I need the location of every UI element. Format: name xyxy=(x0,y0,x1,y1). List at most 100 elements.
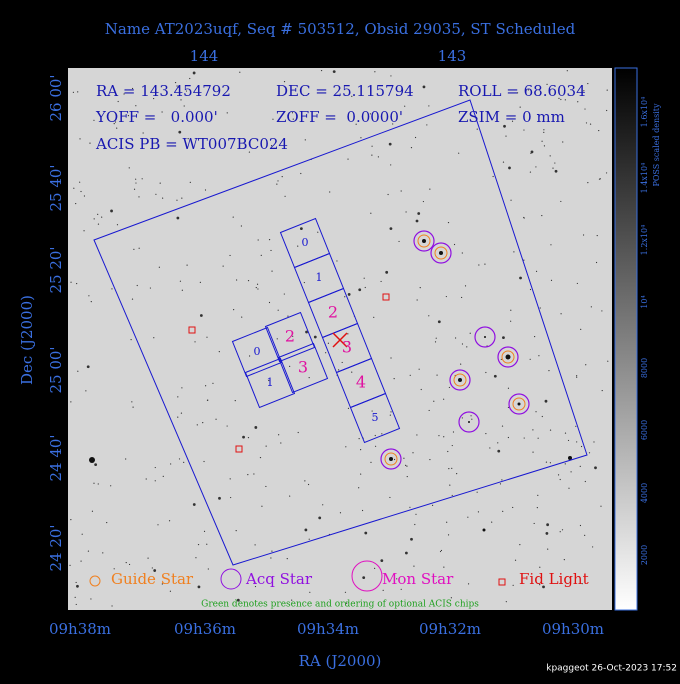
star xyxy=(145,478,147,480)
star xyxy=(346,602,348,604)
star xyxy=(579,524,582,527)
star xyxy=(203,530,206,532)
star xyxy=(147,557,149,559)
star xyxy=(389,457,393,461)
star xyxy=(446,521,448,523)
star xyxy=(587,182,589,184)
star xyxy=(588,452,591,454)
chip-s-label: 1 xyxy=(316,271,323,284)
star xyxy=(69,564,71,566)
star xyxy=(178,86,180,89)
star xyxy=(360,449,362,451)
star xyxy=(276,338,278,340)
star xyxy=(584,534,586,536)
star xyxy=(585,122,588,124)
colorbar-tick: 1.6x10⁴ xyxy=(640,97,649,128)
star xyxy=(229,254,231,257)
star xyxy=(534,335,536,338)
aimpoint xyxy=(332,332,348,348)
star xyxy=(261,505,263,507)
star xyxy=(455,337,457,339)
star xyxy=(460,363,462,365)
star xyxy=(523,217,525,219)
star xyxy=(412,452,414,454)
star xyxy=(79,138,81,140)
star xyxy=(236,598,240,602)
star xyxy=(242,435,245,439)
star xyxy=(106,521,108,524)
star xyxy=(530,152,532,154)
star xyxy=(177,416,179,418)
star xyxy=(437,320,441,324)
star xyxy=(517,402,521,406)
star xyxy=(189,181,191,184)
star xyxy=(422,200,424,203)
star xyxy=(305,330,308,334)
star xyxy=(523,129,525,131)
star xyxy=(254,585,257,588)
star xyxy=(380,559,384,563)
star xyxy=(529,358,531,360)
star xyxy=(400,588,402,590)
star xyxy=(304,480,306,482)
star xyxy=(550,244,552,246)
star xyxy=(431,504,434,506)
star xyxy=(546,83,548,85)
star xyxy=(406,475,408,478)
star xyxy=(580,445,583,448)
star xyxy=(257,288,259,290)
info: ZSIM = 0 mm xyxy=(458,108,565,126)
star xyxy=(235,530,237,532)
x-tick-label: 09h30m xyxy=(542,620,604,638)
fid-lights xyxy=(188,293,390,453)
star xyxy=(559,478,561,481)
star xyxy=(327,342,330,344)
star xyxy=(174,81,177,84)
star xyxy=(592,546,594,548)
star xyxy=(90,598,92,600)
legend-guide: Guide Star xyxy=(111,570,194,588)
star xyxy=(280,442,282,444)
star xyxy=(404,105,406,107)
star xyxy=(429,188,431,190)
star xyxy=(433,400,435,402)
top-tick: 144 xyxy=(190,47,219,65)
star xyxy=(287,315,289,317)
star xyxy=(503,124,506,128)
star xyxy=(87,550,90,552)
star xyxy=(482,528,486,532)
star xyxy=(484,336,486,338)
star xyxy=(204,189,207,191)
x-tick-label: 09h36m xyxy=(174,620,236,638)
star xyxy=(308,377,310,379)
star xyxy=(587,82,589,85)
star xyxy=(97,223,100,225)
star xyxy=(168,520,171,522)
star xyxy=(484,263,486,265)
star xyxy=(414,136,417,139)
star xyxy=(549,155,551,157)
star xyxy=(203,460,205,463)
star xyxy=(83,230,85,232)
star xyxy=(89,142,91,144)
star xyxy=(560,200,562,203)
star xyxy=(428,409,430,412)
star xyxy=(448,386,451,389)
star xyxy=(73,187,75,189)
star xyxy=(458,378,462,382)
info: DEC = 25.115794 xyxy=(276,82,414,100)
star xyxy=(254,544,256,546)
star xyxy=(80,190,82,193)
star xyxy=(178,458,181,460)
star xyxy=(348,341,350,343)
star xyxy=(471,418,473,420)
star xyxy=(420,388,422,391)
star xyxy=(180,99,182,101)
star xyxy=(514,559,517,561)
star xyxy=(325,352,327,354)
star xyxy=(583,90,585,92)
star xyxy=(393,458,396,461)
star xyxy=(154,466,156,469)
star xyxy=(576,375,578,377)
star xyxy=(508,166,511,170)
